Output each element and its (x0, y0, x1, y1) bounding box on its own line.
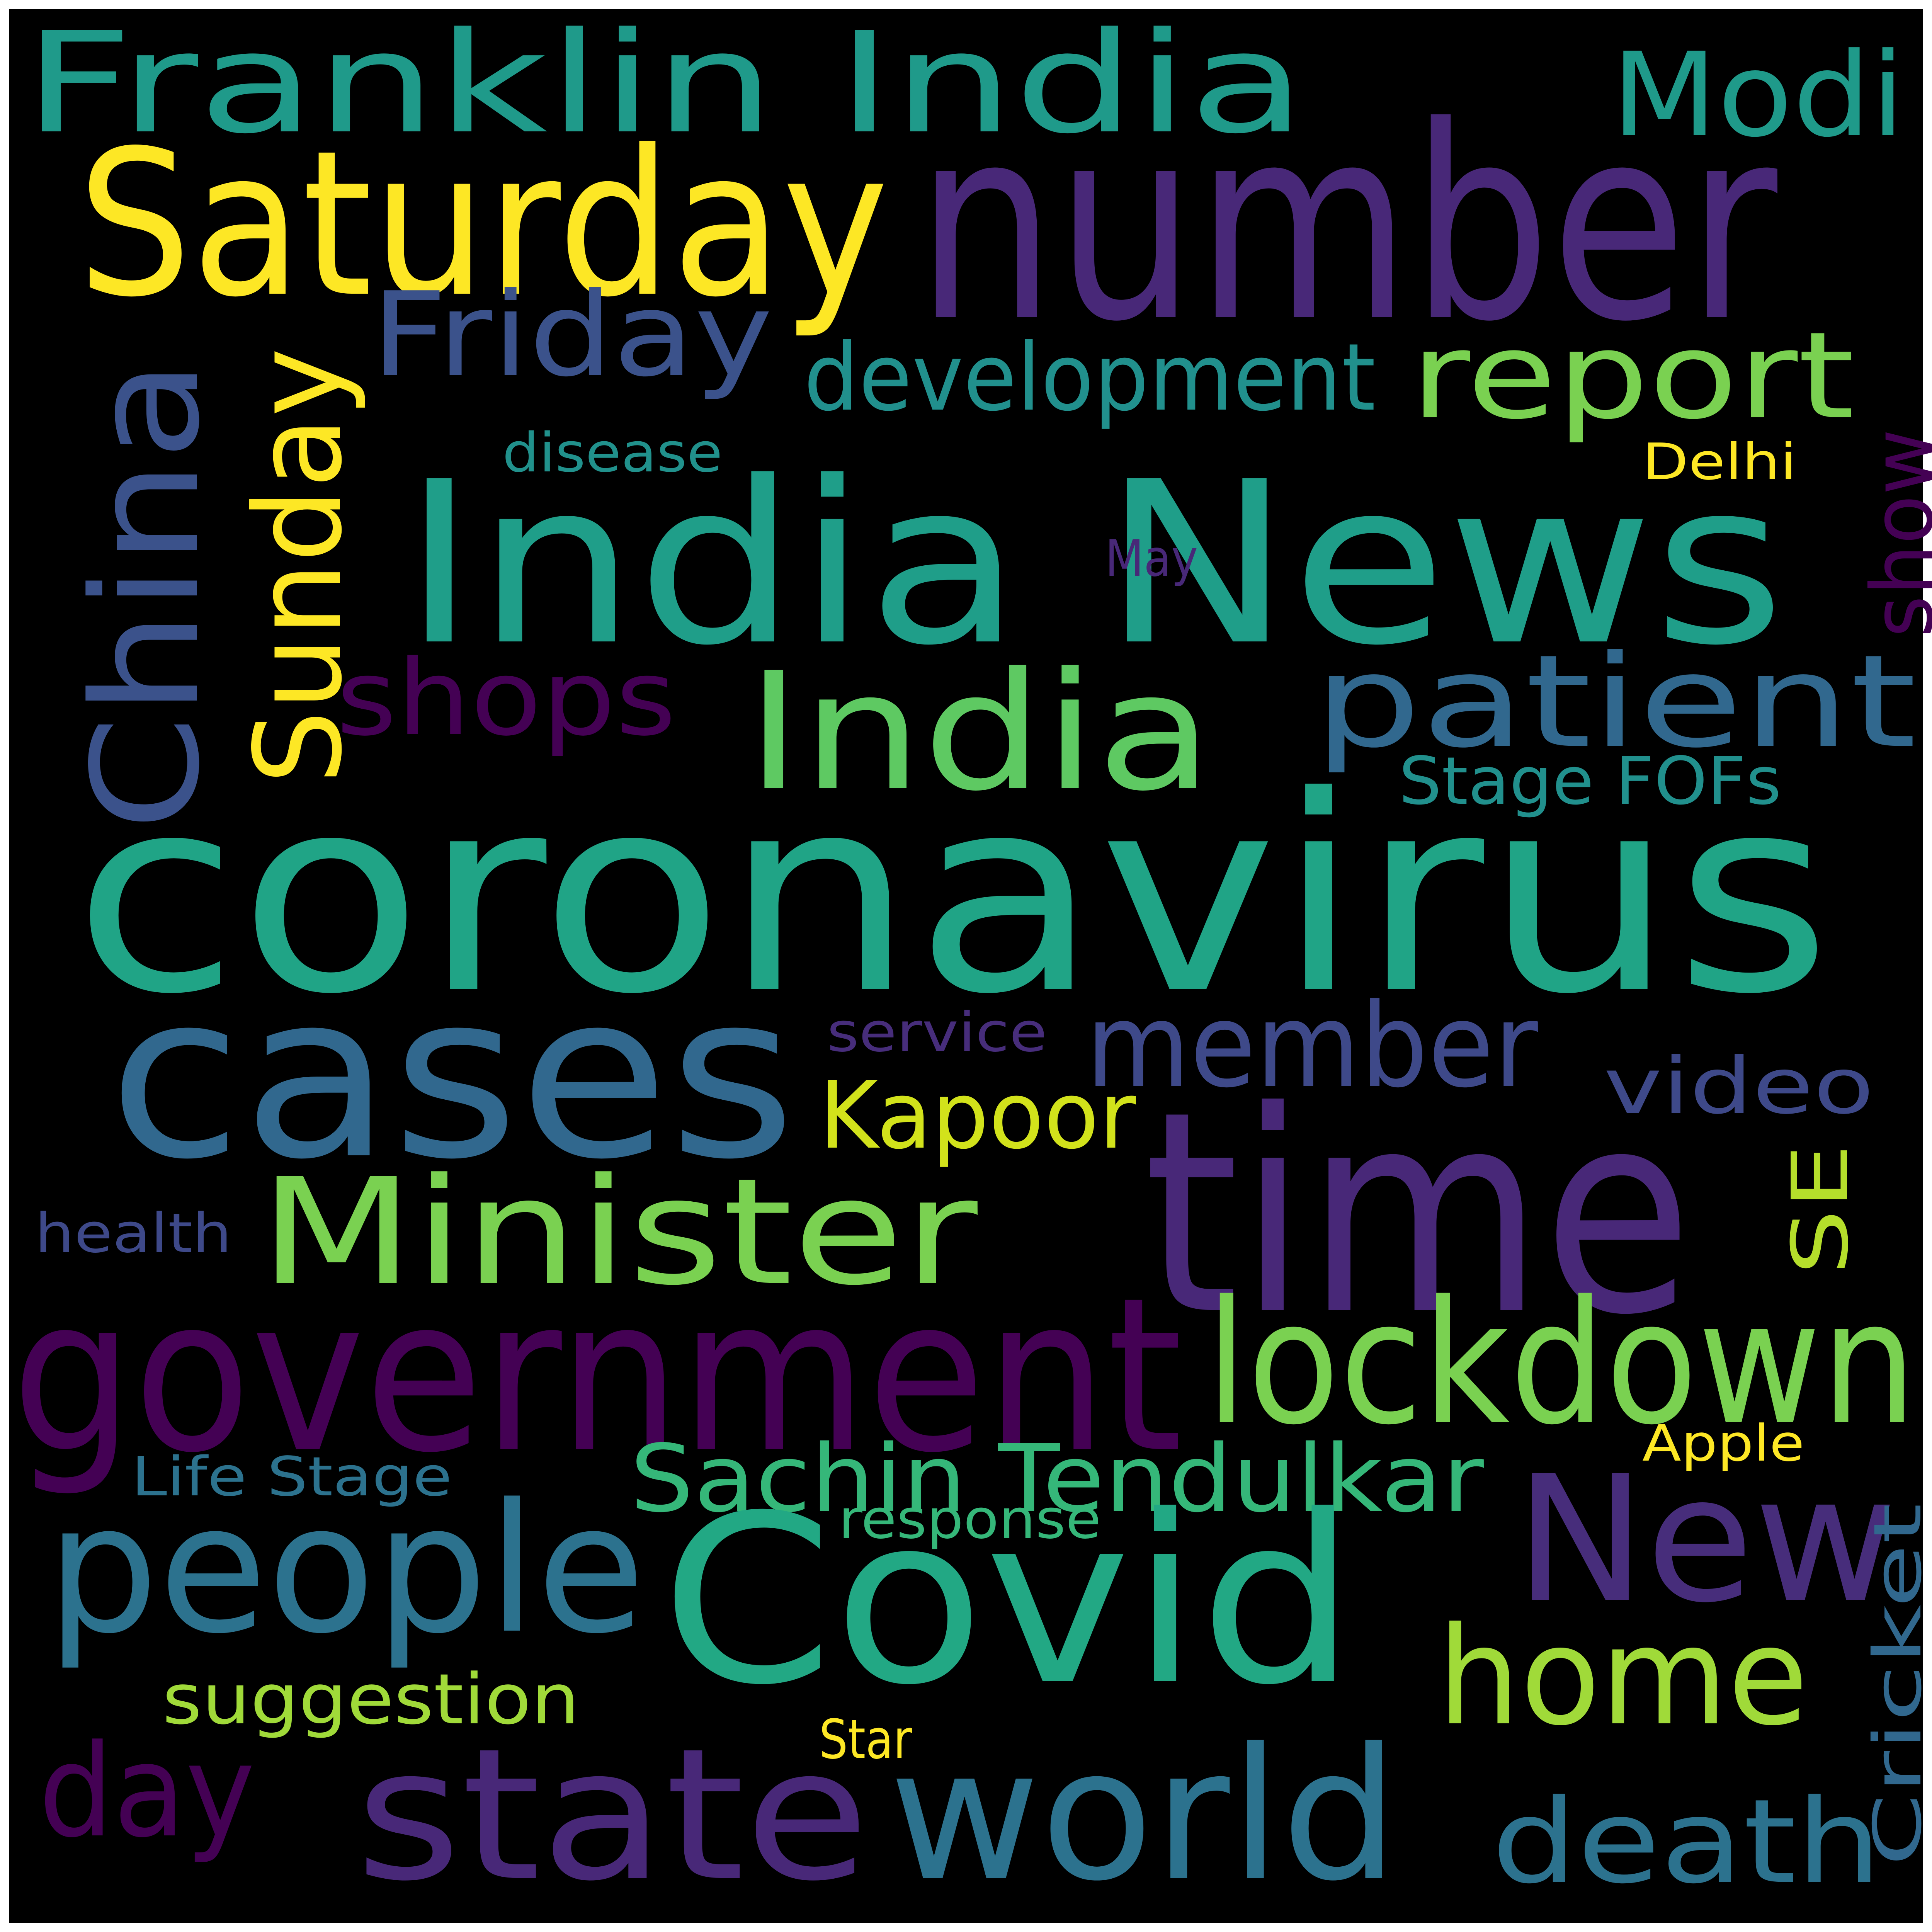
word-shops: shops (336, 637, 676, 759)
word-friday: Friday (371, 267, 773, 402)
word-cases: cases (108, 944, 796, 1209)
word-response: response (838, 1488, 1101, 1551)
word-health: health (35, 1202, 232, 1265)
word-lockdown: lockdown (1206, 1264, 1917, 1462)
word-suggestion: suggestion (162, 1659, 580, 1740)
word-covid: Covid (661, 1466, 1356, 1736)
word-cricket: Cricket (1860, 1503, 1932, 1866)
word-china: China (61, 359, 232, 831)
word-se: SE (1776, 1144, 1866, 1275)
word-patient: patient (1314, 628, 1917, 776)
word-death: death (1492, 1774, 1882, 1909)
word-development: development (804, 323, 1376, 432)
word-india: India (746, 638, 1213, 827)
word-people: people (46, 1466, 645, 1673)
word-stage-fofs: Stage FOFs (1399, 743, 1781, 820)
word-delhi: Delhi (1642, 432, 1797, 491)
word-star: Star (819, 1708, 912, 1771)
word-show: show (1853, 429, 1932, 638)
word-kapoor: Kapoor (819, 1061, 1136, 1170)
word-home: home (1437, 1598, 1808, 1755)
word-video: video (1604, 1041, 1874, 1131)
word-service: service (827, 1001, 1047, 1064)
word-time: time (1144, 1052, 1692, 1376)
word-apple: Apple (1642, 1414, 1804, 1473)
word-india-news: India News (402, 434, 1785, 694)
word-report: report (1410, 306, 1855, 446)
word-new: New (1515, 1439, 1897, 1641)
word-life-stage: Life Stage (131, 1446, 452, 1509)
word-saturday: Saturday (77, 107, 889, 341)
word-world: world (889, 1709, 1399, 1921)
word-government: government (12, 1252, 1182, 1499)
word-franklin-india: Franklin India (23, 2, 1306, 164)
word-may: May (1105, 529, 1198, 588)
word-minister: Minister (259, 1146, 980, 1318)
word-disease: disease (502, 422, 723, 485)
word-modi: Modi (1611, 28, 1905, 163)
word-number: number (916, 70, 1780, 380)
word-sunday: Sunday (229, 348, 369, 784)
word-day: day (39, 1717, 255, 1866)
word-sachin-tendulkar: Sachin Tendulkar (630, 1425, 1484, 1533)
word-member: member (1086, 978, 1539, 1113)
word-coronavirus: coronavirus (73, 738, 1832, 1053)
word-cloud-background (9, 9, 1923, 1923)
word-state: state (355, 1709, 869, 1921)
